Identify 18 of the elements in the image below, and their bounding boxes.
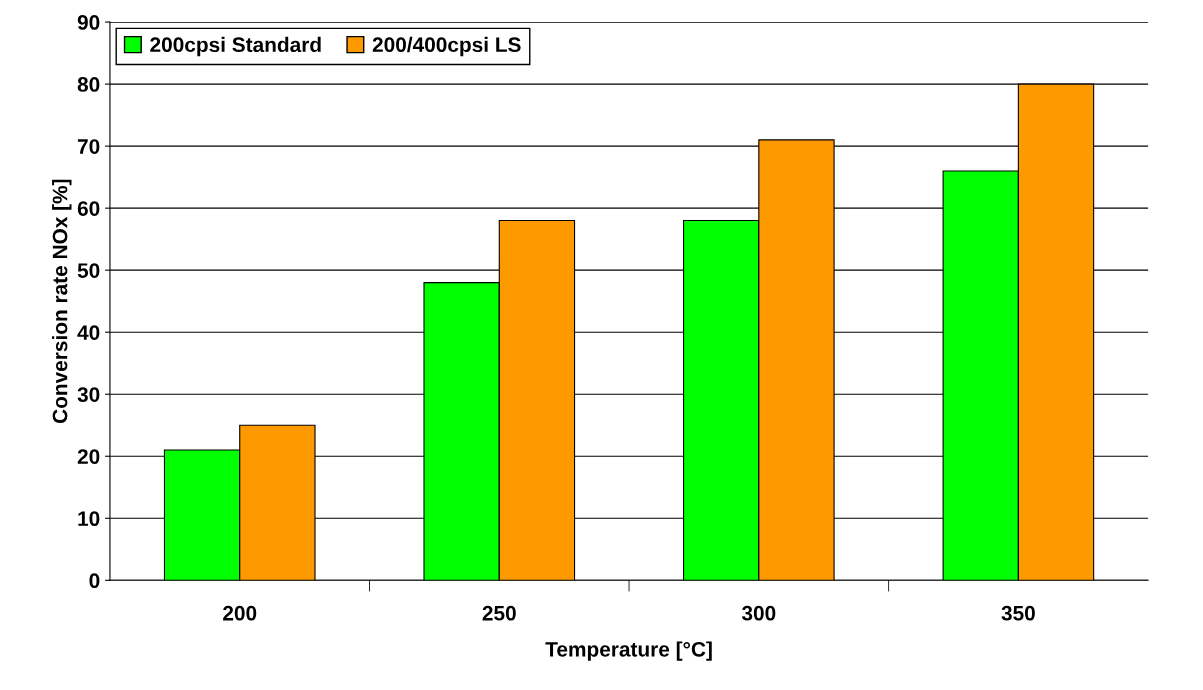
y-tick-label: 50 bbox=[77, 263, 100, 278]
legend-label: 200/400cpsi LS bbox=[372, 36, 521, 57]
y-tick-label: 90 bbox=[77, 15, 100, 30]
y-tick-label: 0 bbox=[89, 573, 100, 589]
y-tick-label: 40 bbox=[77, 325, 100, 340]
x-tick-label: 300 bbox=[741, 605, 776, 621]
y-tick-label: 60 bbox=[77, 201, 100, 216]
y-tick-label: 20 bbox=[77, 449, 100, 464]
x-tick-label: 250 bbox=[482, 605, 516, 621]
y-tick-label: 10 bbox=[78, 511, 100, 527]
y-tick-label: 30 bbox=[77, 387, 100, 402]
x-tick-label: 200 bbox=[223, 605, 257, 621]
y-axis-title: Conversion rate NOx [%] bbox=[52, 179, 72, 424]
y-tick-label: 70 bbox=[77, 139, 100, 154]
y-tick-label: 80 bbox=[77, 77, 100, 92]
x-axis-title: Temperature [°C] bbox=[545, 641, 712, 661]
legend-label: 200cpsi Standard bbox=[150, 36, 321, 57]
x-tick-label: 350 bbox=[1001, 605, 1035, 621]
